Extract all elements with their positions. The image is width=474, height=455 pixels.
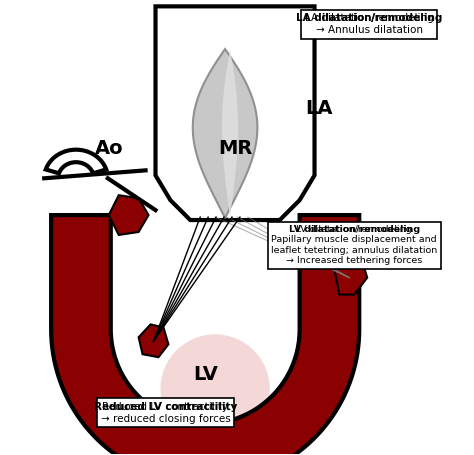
Polygon shape [334,255,367,294]
Polygon shape [46,150,106,173]
Circle shape [161,334,270,444]
Polygon shape [222,49,238,218]
Text: LA dilatation/remodeling
→ Annulus dilatation: LA dilatation/remodeling → Annulus dilat… [305,13,434,35]
Text: LA dilatation/remodeling: LA dilatation/remodeling [296,13,442,23]
Text: LV: LV [193,364,218,384]
Text: LV dilatation/remodeling
Papillary muscle displacement and
leaflet tetetring; an: LV dilatation/remodeling Papillary muscl… [271,225,438,265]
Text: Reduced LV contractility
→ reduced closing forces: Reduced LV contractility → reduced closi… [100,402,230,424]
Polygon shape [155,6,315,220]
Text: Ao: Ao [94,139,123,158]
Text: LA: LA [306,99,333,118]
Polygon shape [138,324,168,357]
Polygon shape [51,215,359,455]
Text: MR: MR [218,139,252,158]
Text: Reduced LV contractility: Reduced LV contractility [94,402,237,412]
Text: LV dilatation/remodeling: LV dilatation/remodeling [289,225,420,234]
Polygon shape [193,49,257,218]
Polygon shape [109,195,148,235]
